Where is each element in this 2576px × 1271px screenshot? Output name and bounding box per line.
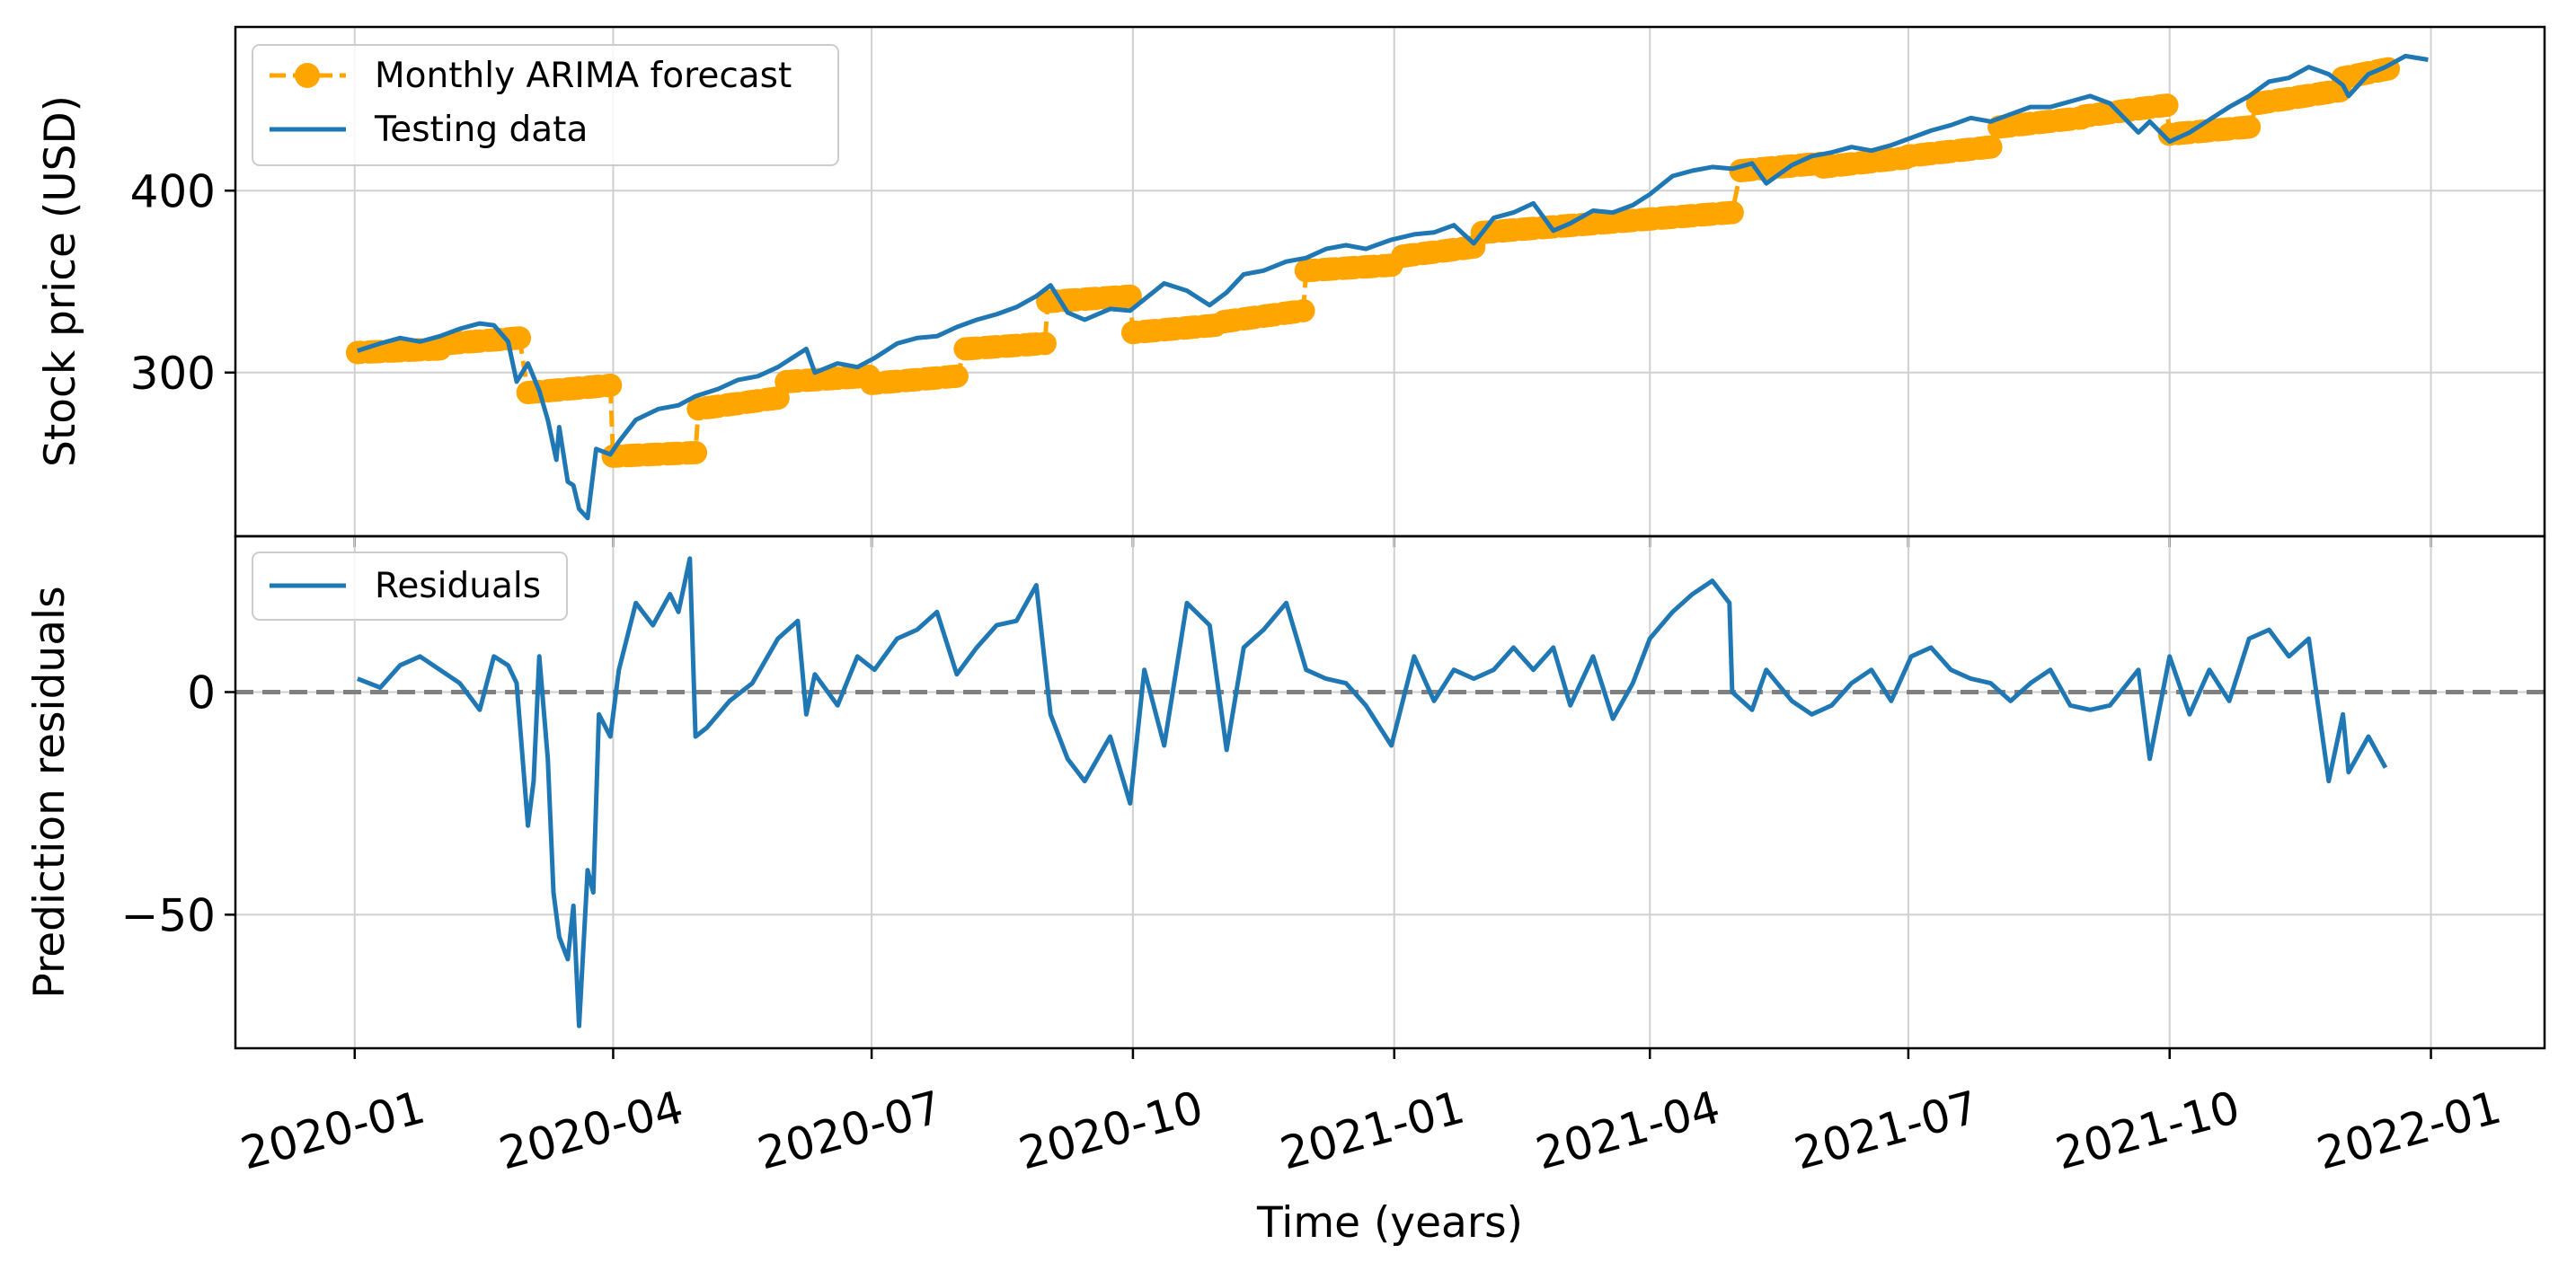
residuals-legend: Residuals bbox=[252, 552, 568, 621]
forecast-point-151 bbox=[944, 364, 969, 388]
forecast-point-475 bbox=[2237, 115, 2262, 139]
legend-testing-label: Testing data bbox=[374, 110, 588, 150]
forecast-point-454 bbox=[2155, 93, 2179, 118]
price-y-tick-label: 300 bbox=[130, 348, 216, 400]
legend-forecast-marker bbox=[295, 63, 320, 88]
residuals-plot-frame bbox=[234, 534, 2546, 1050]
forecast-point-63 bbox=[598, 373, 623, 397]
residuals-y-ticks: −50 0 bbox=[120, 666, 235, 941]
testing-data-line bbox=[357, 53, 2429, 521]
forecast-point-194 bbox=[1118, 284, 1142, 308]
residuals-legend-box bbox=[252, 552, 568, 621]
price-legend: Monthly ARIMA forecast Testing data bbox=[252, 44, 839, 166]
forecast-point-85 bbox=[684, 440, 708, 464]
residuals-line bbox=[356, 556, 2388, 1028]
price-y-ticks: 300 400 bbox=[130, 165, 235, 400]
residuals-y-tick-label: 0 bbox=[187, 666, 216, 719]
x-axis-label: Time (years) bbox=[1256, 1198, 1523, 1248]
forecast-point-41 bbox=[508, 326, 532, 350]
price-series bbox=[345, 53, 2429, 521]
legend-residuals-label: Residuals bbox=[375, 566, 541, 606]
price-panel: 300 400 Stock price (USD) Monthly ARIMA f… bbox=[36, 25, 2546, 547]
residuals-y-tick-label: −50 bbox=[120, 889, 216, 941]
forecast-point-172 bbox=[1032, 331, 1057, 356]
legend-forecast-label: Monthly ARIMA forecast bbox=[375, 56, 792, 96]
forecast-point-237 bbox=[1291, 298, 1315, 322]
forecast-point-345 bbox=[1720, 200, 1744, 225]
residuals-series bbox=[356, 556, 2388, 1028]
residuals-y-axis-label: Prediction residuals bbox=[25, 586, 75, 998]
forecast-point-410 bbox=[1978, 135, 2003, 159]
price-y-tick-label: 400 bbox=[130, 165, 216, 217]
price-y-axis-label: Stock price (USD) bbox=[36, 95, 85, 467]
price-legend-box bbox=[252, 44, 839, 166]
